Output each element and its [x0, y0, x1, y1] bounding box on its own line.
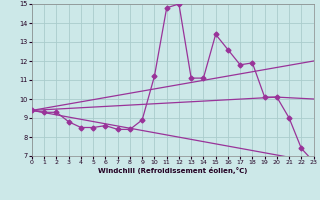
X-axis label: Windchill (Refroidissement éolien,°C): Windchill (Refroidissement éolien,°C) [98, 167, 247, 174]
